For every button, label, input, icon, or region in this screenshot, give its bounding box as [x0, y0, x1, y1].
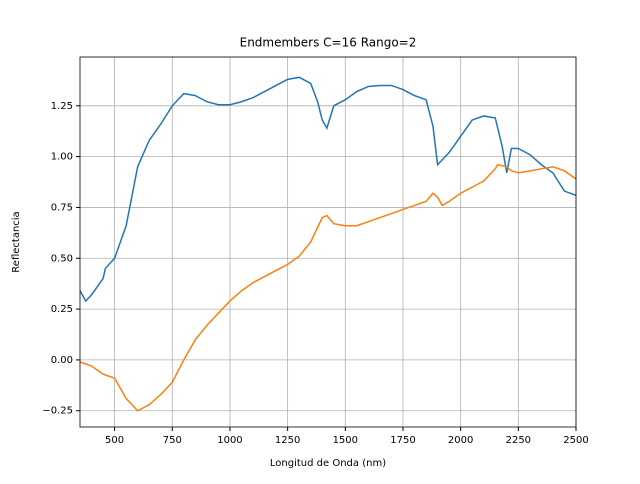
x-tick-label: 1250: [275, 435, 300, 446]
x-tick-label: 750: [163, 435, 182, 446]
y-tick-label: 0.00: [51, 355, 73, 366]
y-tick-label: 0.25: [51, 304, 73, 315]
x-tick-label: 1000: [217, 435, 242, 446]
y-tick-label: −0.25: [42, 406, 73, 417]
y-tick-label: 1.00: [51, 152, 73, 163]
y-axis-label: Reflectancia: [11, 211, 22, 272]
plot-frame: [79, 56, 577, 428]
x-tick-label: 1750: [390, 435, 415, 446]
x-tick-label: 2250: [506, 435, 531, 446]
data-line: [80, 76, 576, 303]
x-tick-label: 2000: [448, 435, 473, 446]
y-tick-label: 0.75: [51, 202, 73, 213]
chart-title: Endmembers C=16 Rango=2: [240, 36, 417, 50]
x-tick-label: 2500: [563, 435, 588, 446]
x-tick-label: 500: [105, 435, 124, 446]
y-tick-label: 0.50: [51, 253, 73, 264]
y-tick-label: 1.25: [51, 101, 73, 112]
data-line: [80, 163, 576, 412]
x-tick-label: 1500: [333, 435, 358, 446]
x-axis-label: Longitud de Onda (nm): [270, 458, 386, 469]
